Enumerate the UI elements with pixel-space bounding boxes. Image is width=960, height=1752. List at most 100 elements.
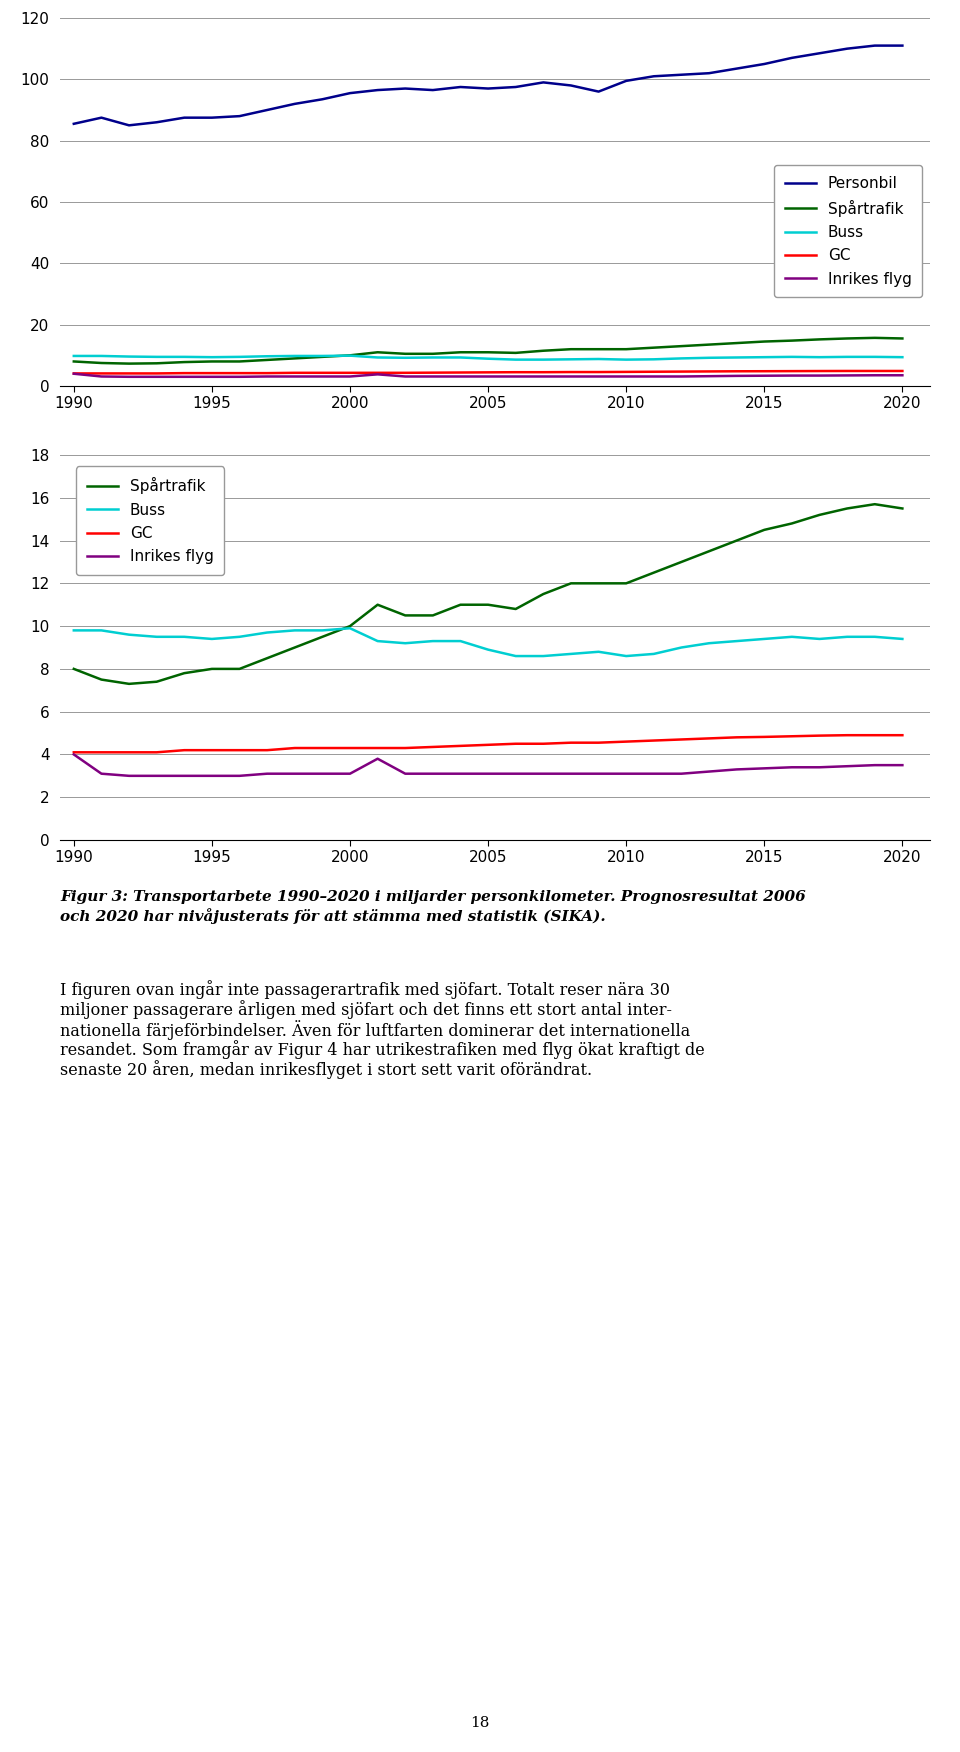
Inrikes flyg [704,760,715,781]
Inrikes flyg [676,764,687,785]
Inrikes flyg [317,764,328,785]
GC [372,738,383,759]
GC [482,363,493,384]
Spårtrafik [897,328,908,349]
Inrikes flyg [593,764,605,785]
Buss [731,631,742,652]
Buss [676,349,687,370]
Buss [648,643,660,664]
Spårtrafik [841,498,852,519]
GC [731,727,742,748]
GC [179,363,190,384]
Line: GC: GC [74,371,902,373]
GC [565,732,577,753]
Buss [758,347,770,368]
Personbil [372,79,383,100]
Personbil [676,65,687,86]
Buss [897,629,908,650]
GC [897,725,908,746]
Spårtrafik [455,594,467,615]
Line: GC: GC [74,736,902,752]
Personbil [261,100,273,121]
GC [345,363,356,384]
Spårtrafik [482,594,493,615]
Buss [372,631,383,652]
Personbil [206,107,218,128]
GC [289,738,300,759]
Inrikes flyg [869,755,880,776]
Personbil [96,107,108,128]
Spårtrafik [620,573,632,594]
Spårtrafik [648,336,660,357]
GC [869,361,880,382]
Inrikes flyg [565,366,577,387]
Personbil [538,72,549,93]
Spårtrafik [841,328,852,349]
GC [814,361,826,382]
Spårtrafik [869,494,880,515]
Buss [206,347,218,368]
GC [261,739,273,760]
Spårtrafik [68,350,80,371]
Inrikes flyg [869,364,880,385]
Spårtrafik [151,671,162,692]
Buss [455,631,467,652]
Buss [704,347,715,368]
Inrikes flyg [289,764,300,785]
Buss [261,622,273,643]
Text: resandet. Som framgår av Figur 4 har utrikestrafiken med flyg ökat kraftigt de: resandet. Som framgår av Figur 4 har utr… [60,1041,705,1058]
GC [841,361,852,382]
Inrikes flyg [68,363,80,384]
Spårtrafik [234,659,246,680]
Inrikes flyg [897,755,908,776]
Spårtrafik [151,352,162,373]
Personbil [841,39,852,60]
GC [345,738,356,759]
GC [676,361,687,382]
Inrikes flyg [593,366,605,387]
Spårtrafik [123,673,134,694]
Inrikes flyg [206,766,218,787]
Line: Personbil: Personbil [74,46,902,126]
Text: miljoner passagerare årligen med sjöfart och det finns ett stort antal inter-: miljoner passagerare årligen med sjöfart… [60,1000,672,1020]
Spårtrafik [704,335,715,356]
GC [620,361,632,382]
Buss [814,629,826,650]
Buss [758,629,770,650]
GC [704,361,715,382]
Line: Buss: Buss [74,629,902,655]
GC [704,727,715,748]
Spårtrafik [206,350,218,371]
GC [427,736,439,757]
Spårtrafik [317,625,328,646]
Spårtrafik [427,604,439,625]
Spårtrafik [565,338,577,359]
Inrikes flyg [620,366,632,387]
Buss [841,347,852,368]
Personbil [455,77,467,98]
Spårtrafik [648,562,660,583]
Spårtrafik [399,343,411,364]
Buss [620,349,632,370]
Inrikes flyg [179,366,190,387]
Personbil [593,81,605,102]
GC [593,732,605,753]
Buss [786,347,798,368]
Inrikes flyg [841,755,852,776]
Spårtrafik [814,505,826,526]
Buss [620,645,632,666]
GC [758,727,770,748]
Buss [289,620,300,641]
Inrikes flyg [68,745,80,766]
Buss [317,345,328,366]
Personbil [510,77,521,98]
Inrikes flyg [455,366,467,387]
GC [96,741,108,762]
Buss [68,345,80,366]
Spårtrafik [786,513,798,534]
Text: Figur 3: Transportarbete 1990–2020 i miljarder personkilometer. Prognosresultat : Figur 3: Transportarbete 1990–2020 i mil… [60,890,805,904]
Spårtrafik [510,342,521,363]
Spårtrafik [179,352,190,373]
Inrikes flyg [151,766,162,787]
Buss [538,349,549,370]
